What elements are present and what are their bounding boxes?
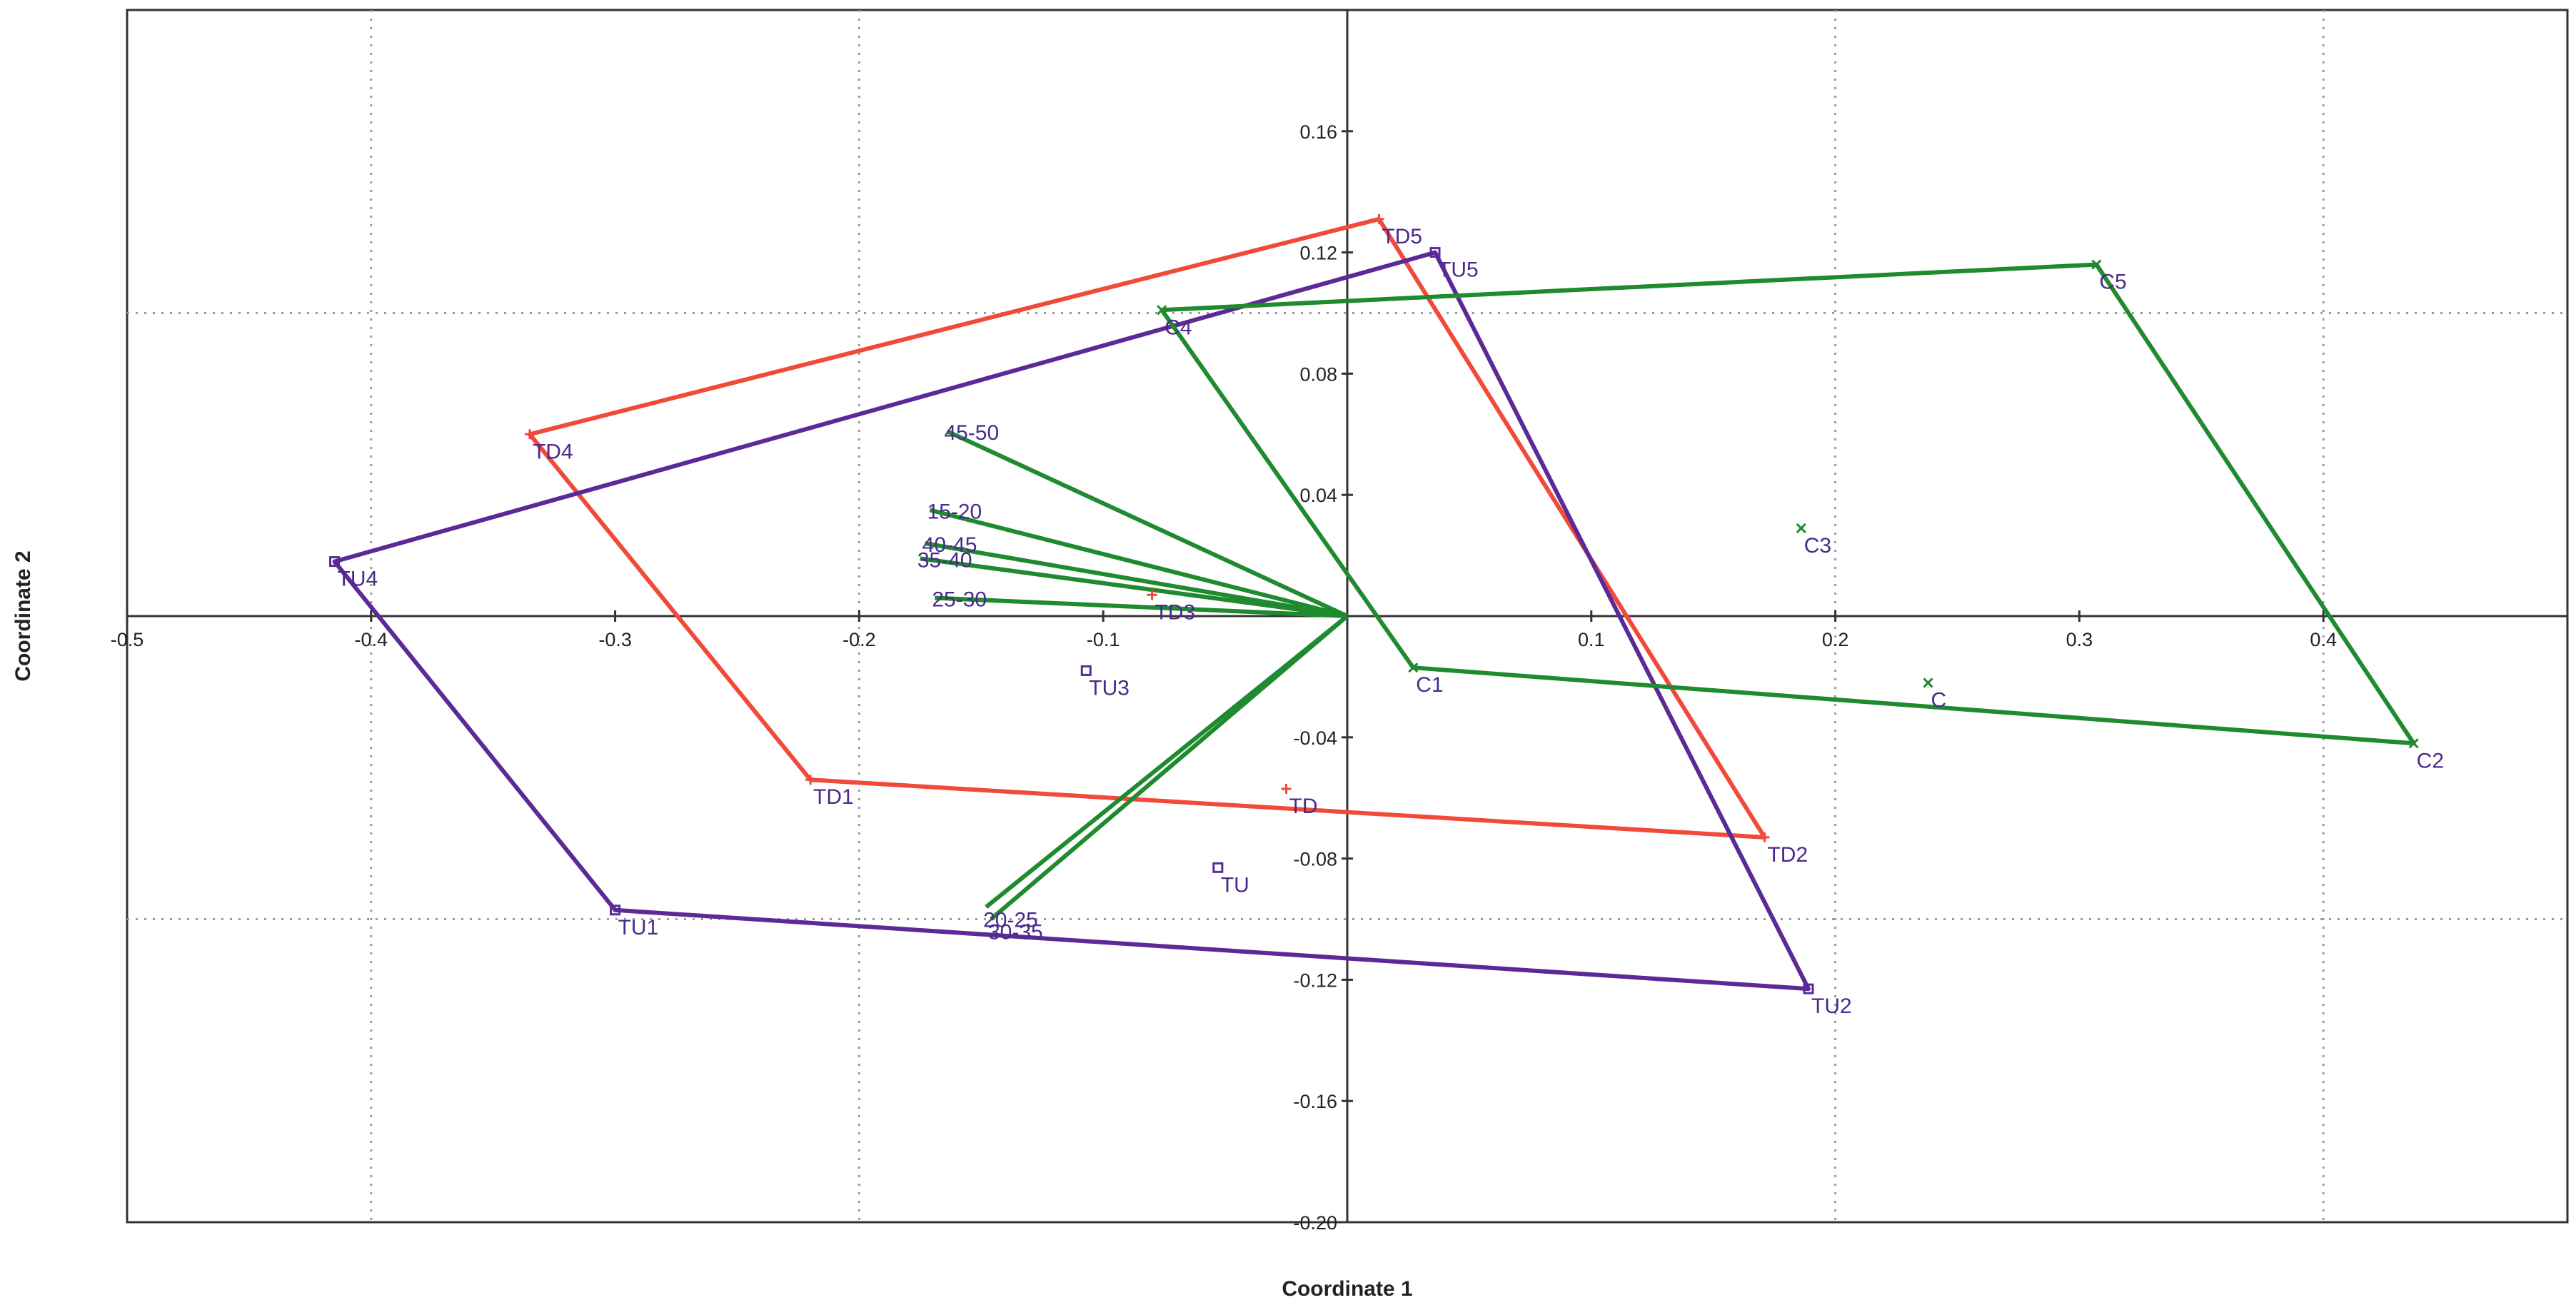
vector-line <box>925 541 1348 618</box>
point-label: C2 <box>2417 749 2444 772</box>
point-marker <box>1923 677 1933 688</box>
x-tick-label: 0.2 <box>1822 629 1849 650</box>
vector-line <box>946 429 1349 618</box>
vector-line <box>935 595 1348 618</box>
point-label: C <box>1931 688 1946 712</box>
point-marker <box>1429 247 1441 258</box>
vector-line <box>990 614 1349 921</box>
y-tick-label: -0.20 <box>1293 1212 1337 1234</box>
point-marker <box>1212 862 1224 873</box>
vector-label: 20-25 <box>983 909 1038 932</box>
vector-label: 30-35 <box>988 921 1043 944</box>
y-tick-label: -0.04 <box>1293 727 1337 749</box>
point-label: TD3 <box>1155 600 1196 624</box>
point-label: TU3 <box>1089 676 1129 700</box>
x-tick-label: -0.5 <box>111 629 144 650</box>
y-tick-label: 0.16 <box>1299 121 1337 143</box>
vector-label: 40-45 <box>922 533 977 557</box>
point-marker <box>329 556 341 568</box>
y-axis-title: Coordinate 2 <box>11 550 35 681</box>
point-marker <box>1157 305 1167 316</box>
y-tick-label: 0.04 <box>1299 485 1337 506</box>
point-label: C1 <box>1416 673 1443 697</box>
y-tick-label: -0.12 <box>1293 969 1337 991</box>
y-tick-label: 0.08 <box>1299 363 1337 385</box>
point-marker <box>1803 983 1814 994</box>
point-marker <box>524 429 535 440</box>
vector-label: 15-20 <box>927 500 982 523</box>
point-label: TU <box>1221 873 1249 897</box>
vector-label: 45-50 <box>944 421 999 445</box>
point-marker <box>1080 665 1092 676</box>
variable-vectors <box>920 429 1349 921</box>
x-tick-label: 0.4 <box>2310 629 2337 650</box>
x-tick-label: -0.1 <box>1087 629 1120 650</box>
point-marker <box>805 775 816 785</box>
x-axis-title: Coordinate 1 <box>1282 1277 1412 1301</box>
point-marker <box>2408 738 2419 749</box>
point-label: TD2 <box>1767 843 1808 867</box>
point-marker <box>610 905 621 916</box>
point-label: TU2 <box>1811 994 1852 1018</box>
point-label: TU4 <box>338 568 378 591</box>
vector-label: 25-30 <box>932 588 987 612</box>
x-tick-label: 0.3 <box>2066 629 2093 650</box>
point-marker <box>1759 832 1770 842</box>
x-tick-label: -0.4 <box>355 629 388 650</box>
y-tick-label: 0.12 <box>1299 243 1337 264</box>
point-marker <box>1408 662 1419 673</box>
point-label: TD <box>1289 795 1318 818</box>
point-label: TD5 <box>1382 225 1422 248</box>
x-tick-label: -0.3 <box>598 629 632 650</box>
point-marker <box>1796 523 1806 533</box>
vector-line <box>929 508 1348 618</box>
point-marker <box>2091 259 2102 270</box>
x-tick-label: 0.1 <box>1578 629 1605 650</box>
point-label: TD4 <box>533 440 573 463</box>
vector-line <box>920 556 1348 618</box>
y-tick-label: -0.08 <box>1293 849 1337 870</box>
point-label: TU5 <box>1438 258 1479 282</box>
sample-points <box>329 213 2419 994</box>
point-label: TD1 <box>813 785 854 809</box>
point-label: TU1 <box>618 916 659 939</box>
x-tick-label: -0.2 <box>842 629 876 650</box>
point-label: C4 <box>1164 316 1192 339</box>
hull-purple <box>332 250 1811 992</box>
y-tick-label: -0.16 <box>1293 1091 1337 1112</box>
point-label: C5 <box>2099 271 2126 294</box>
point-marker <box>1281 783 1292 794</box>
axes: -0.5 -0.4 -0.3 -0.2 -0.1 0.1 0.2 0.3 0.4 -0.20 -0.… <box>111 10 2567 1234</box>
point-label: C3 <box>1804 534 1831 558</box>
point-marker <box>1374 213 1384 224</box>
point-marker <box>1147 590 1157 600</box>
vector-label: 35-40 <box>917 548 972 572</box>
